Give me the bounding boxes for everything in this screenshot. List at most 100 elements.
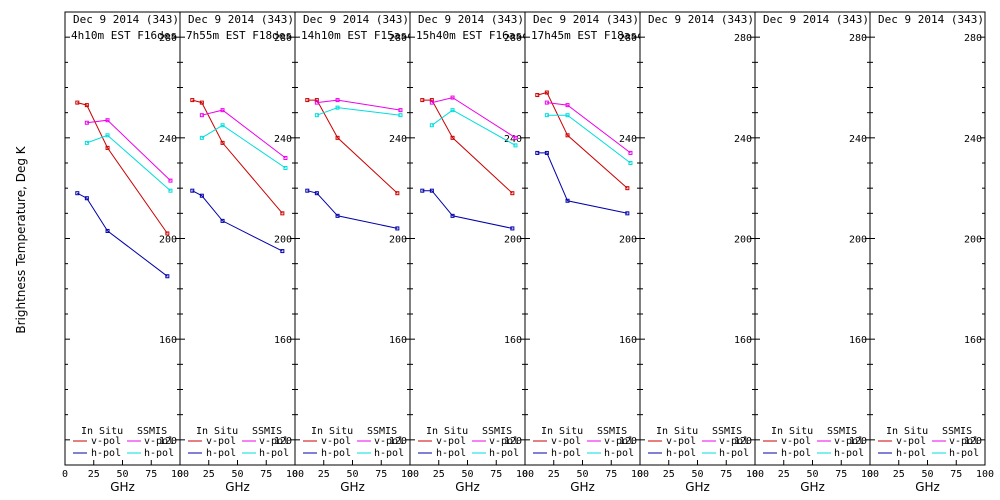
data-point-insitu_h — [190, 188, 195, 193]
x-axis-label: GHz — [455, 480, 480, 494]
x-axis-label: GHz — [225, 480, 250, 494]
panel-8: 120 160 200 240 280 0 25 50 75 100 GHz Dec 9 2014 (… — [867, 11, 994, 494]
data-point-insitu_v — [395, 191, 400, 196]
data-point-insitu_v — [420, 98, 425, 103]
legend-entry-ssmis_h: h-pol — [374, 448, 404, 459]
data-point-insitu_v — [625, 186, 630, 191]
legend-entry-ssmis_h: h-pol — [144, 448, 174, 459]
data-point-insitu_h — [565, 198, 570, 203]
x-tick-label: 0 — [62, 469, 68, 480]
data-point-ssmis_h — [513, 143, 518, 148]
panel-titles: Dec 9 2014 (343) — [763, 13, 869, 26]
data-point-insitu_h — [314, 191, 319, 196]
series-line-ssmis_h — [546, 114, 631, 164]
y-tick-label: 120 — [274, 436, 292, 447]
y-tick-label: 200 — [964, 235, 982, 246]
legend-entry-ssmis_v: v-pol — [604, 436, 634, 447]
x-tick-label: 50 — [921, 469, 933, 480]
data-point-insitu_v — [565, 133, 570, 138]
x-tick-label: 75 — [835, 469, 847, 480]
data-point-ssmis_v — [544, 100, 549, 105]
data-point-insitu_h — [395, 226, 400, 231]
series-line-insitu_h — [77, 192, 168, 277]
x-tick-label: 50 — [461, 469, 473, 480]
data-point-insitu_h — [220, 218, 225, 223]
data-point-ssmis_v — [398, 108, 403, 113]
x-tick-label: 100 — [631, 469, 649, 480]
y-tick-label: 160 — [619, 335, 637, 346]
panel-titles: Dec 9 2014 (343) 7h55m EST F18des — [186, 13, 294, 42]
series-line-insitu_v — [77, 102, 168, 234]
legend-entry-insitu_v: v-pol — [551, 436, 581, 447]
legend-entry-insitu_h: h-pol — [321, 448, 351, 459]
panel-titles: Dec 9 2014 (343) 4h10m EST F16des — [71, 13, 179, 42]
panel-6: 120 160 200 240 280 0 25 50 75 100 GHz Dec 9 2014 (… — [637, 11, 764, 494]
data-point-ssmis_h — [335, 105, 340, 110]
legend-insitu-label: In Situ — [81, 426, 123, 437]
data-point-ssmis_h — [398, 113, 403, 118]
x-tick-label: 75 — [720, 469, 732, 480]
x-tick-label: 0 — [637, 469, 643, 480]
x-tick-label: 100 — [516, 469, 534, 480]
legend-ssmis-label: SSMIS — [942, 426, 972, 437]
data-point-ssmis_h — [105, 133, 110, 138]
series-line-insitu_h — [192, 190, 283, 252]
legend-entry-insitu_v: v-pol — [896, 436, 926, 447]
legend-entry-insitu_h: h-pol — [551, 448, 581, 459]
panel-titles: Dec 9 2014 (343) 15h40m EST F16asc — [416, 13, 525, 42]
data-point-ssmis_h — [283, 166, 288, 171]
legend-entry-ssmis_v: v-pol — [834, 436, 864, 447]
panel-title-pass: 4h10m EST F16des — [71, 29, 177, 42]
panel-4: 120 160 200 240 280 0 25 50 75 100 GHz Dec 9 2014 (… — [407, 11, 534, 494]
x-tick-label: 25 — [203, 469, 215, 480]
x-tick-label: 25 — [433, 469, 445, 480]
legend-entry-ssmis_v: v-pol — [259, 436, 289, 447]
legend-entry-ssmis_h: h-pol — [949, 448, 979, 459]
legend-insitu-label: In Situ — [311, 426, 353, 437]
panels: 120 160 200 240 280 0 25 50 75 100 GHz Dec 9 2014 (… — [62, 11, 994, 494]
legend-entry-ssmis_v: v-pol — [374, 436, 404, 447]
x-tick-label: 25 — [893, 469, 905, 480]
series-line-ssmis_v — [316, 99, 401, 111]
y-tick-label: 200 — [389, 235, 407, 246]
data-point-insitu_h — [450, 213, 455, 218]
x-tick-label: 75 — [145, 469, 157, 480]
data-point-insitu_v — [280, 211, 285, 216]
x-tick-label: 50 — [346, 469, 358, 480]
legend-ssmis-label: SSMIS — [597, 426, 627, 437]
data-point-insitu_v — [510, 191, 515, 196]
y-tick-label: 240 — [619, 134, 637, 145]
data-point-ssmis_v — [105, 118, 110, 123]
x-tick-label: 50 — [806, 469, 818, 480]
panel-title-pass: 14h10m EST F15asc — [301, 29, 414, 42]
data-point-insitu_h — [105, 228, 110, 233]
series-line-ssmis_v — [431, 97, 516, 139]
x-tick-label: 0 — [867, 469, 873, 480]
panel-title-date: Dec 9 2014 (343) — [73, 13, 179, 26]
series-line-insitu_v — [422, 99, 513, 194]
legend-entry-insitu_v: v-pol — [206, 436, 236, 447]
series-line-ssmis_v — [546, 102, 631, 154]
x-tick-label: 0 — [752, 469, 758, 480]
y-tick-label: 120 — [504, 436, 522, 447]
legend-entry-insitu_h: h-pol — [91, 448, 121, 459]
legend-insitu-label: In Situ — [771, 426, 813, 437]
y-tick-label: 120 — [619, 436, 637, 447]
panel-3: 120 160 200 240 280 0 25 50 75 100 GHz Dec 9 2014 (… — [292, 11, 419, 494]
x-tick-label: 100 — [746, 469, 764, 480]
data-point-insitu_h — [420, 188, 425, 193]
x-tick-label: 75 — [260, 469, 272, 480]
legend-entry-ssmis_h: h-pol — [604, 448, 634, 459]
panel-1: 120 160 200 240 280 0 25 50 75 100 GHz Dec 9 2014 (… — [62, 11, 189, 494]
y-tick-label: 240 — [159, 134, 177, 145]
y-tick-label: 200 — [159, 235, 177, 246]
panel-title-date: Dec 9 2014 (343) — [533, 13, 639, 26]
legend-entry-ssmis_v: v-pol — [949, 436, 979, 447]
data-point-insitu_v — [305, 98, 310, 103]
y-tick-label: 120 — [734, 436, 752, 447]
data-point-insitu_h — [429, 188, 434, 193]
legend-entry-ssmis_h: h-pol — [834, 448, 864, 459]
x-tick-label: 25 — [663, 469, 675, 480]
legend-entry-ssmis_v: v-pol — [489, 436, 519, 447]
